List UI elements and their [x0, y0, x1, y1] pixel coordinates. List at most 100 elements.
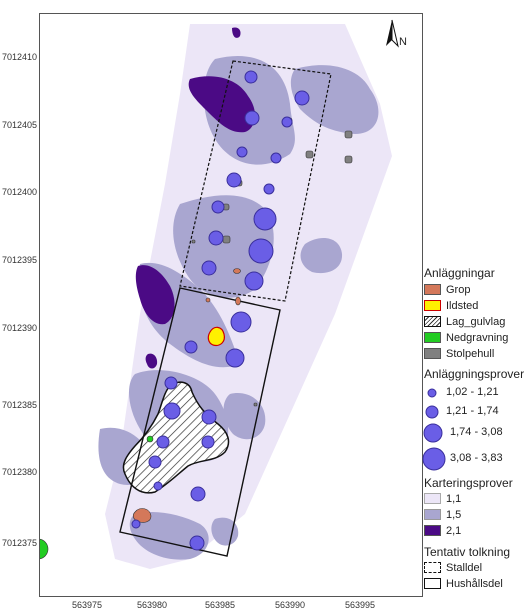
- legend-label: 1,5: [446, 509, 462, 521]
- kartering-zone: [211, 517, 239, 546]
- sample-circle: [263, 183, 275, 195]
- y-tick-label: 7012380: [2, 467, 38, 477]
- x-tick-label: 563990: [274, 600, 306, 610]
- stolpehull-swatch: [424, 348, 441, 359]
- x-tick-label: 563980: [136, 600, 168, 610]
- stolpehull-feature: [222, 235, 231, 244]
- legend-label: 3,08 - 3,83: [450, 452, 503, 464]
- kartering-zone: [135, 265, 175, 325]
- sample-circle: [201, 409, 217, 425]
- kartering-zone: [300, 238, 343, 274]
- legend-label: 1,02 - 1,21: [446, 386, 499, 398]
- stolpehull-feature: [253, 402, 258, 407]
- legend-title-anlaggningsprover: Anläggningsprover: [424, 367, 525, 381]
- y-tick-label: 7012375: [2, 538, 38, 548]
- nedgravning-feature: [40, 538, 49, 560]
- legend-label: Lag_gulvlag: [446, 316, 506, 328]
- grop-feature: [233, 268, 241, 274]
- map-frame[interactable]: N: [39, 13, 423, 597]
- legend-label: 2,1: [446, 525, 462, 537]
- y-tick-label: 7012400: [2, 187, 38, 197]
- hushallsdel-outline: [119, 287, 281, 557]
- hushallsdel-swatch: [424, 578, 441, 589]
- north-arrow-icon: [386, 19, 399, 48]
- sample-circle: [236, 146, 248, 158]
- stolpehull-feature: [344, 130, 353, 139]
- x-tick-label: 563995: [344, 600, 376, 610]
- sample-swatch: [425, 405, 439, 419]
- north-label: N: [399, 36, 407, 48]
- legend-label: Ildsted: [446, 300, 479, 312]
- sample-circle: [148, 455, 162, 469]
- sample-circle: [244, 110, 260, 126]
- y-tick-label: 7012410: [2, 52, 38, 62]
- y-tick-label: 7012390: [2, 323, 38, 333]
- legend-label: Grop: [446, 284, 471, 296]
- lag-gulvlag-swatch: [424, 316, 441, 327]
- kartering-high-zones: [135, 27, 256, 369]
- grop-feature: [235, 296, 241, 306]
- kartering-zone: [145, 353, 158, 369]
- sample-swatch: [422, 447, 446, 471]
- x-tick-label: 563985: [204, 600, 236, 610]
- sample-circle: [153, 481, 163, 491]
- ildsted-swatch: [424, 300, 441, 311]
- stolpehull-feature: [344, 155, 353, 164]
- sample-circle: [190, 486, 206, 502]
- sample-circle: [156, 435, 170, 449]
- y-tick-label: 7012395: [2, 255, 38, 265]
- sample-circle: [189, 535, 205, 551]
- kart-swatch: [424, 509, 441, 520]
- sample-circle: [226, 172, 242, 188]
- legend-label: Nedgravning: [446, 332, 509, 344]
- ildsted-feature: [207, 326, 225, 347]
- sample-circle: [131, 519, 141, 529]
- sample-circle: [244, 70, 258, 84]
- y-tick-label: 7012405: [2, 120, 38, 130]
- legend-label: Stolpehull: [446, 348, 495, 360]
- sample-circle: [208, 230, 224, 246]
- sample-circle: [281, 116, 293, 128]
- kartering-zone: [188, 76, 256, 133]
- kart-swatch: [424, 493, 441, 504]
- legend: Anläggningar Grop Ildsted Lag_gulvlag Ne…: [422, 266, 528, 596]
- grop-feature: [132, 508, 152, 523]
- kartering-zone: [232, 27, 241, 38]
- sample-circle: [201, 435, 215, 449]
- sample-circle: [164, 376, 178, 390]
- sample-circle: [248, 238, 274, 264]
- sample-swatch: [423, 423, 443, 443]
- stalldel-swatch: [424, 562, 441, 573]
- legend-title-karteringsprover: Karteringsprover: [424, 476, 513, 490]
- sample-circle: [163, 402, 181, 420]
- sample-swatch: [427, 388, 437, 398]
- legend-label: Hushållsdel: [446, 578, 503, 590]
- nedgravning-feature: [146, 435, 154, 443]
- sample-circle: [270, 152, 282, 164]
- sample-circle: [201, 260, 217, 276]
- kartering-zone: [290, 65, 379, 134]
- stolpehull-feature: [305, 150, 314, 159]
- legend-title-anlaggningar: Anläggningar: [424, 266, 495, 280]
- grop-feature: [205, 297, 211, 303]
- north-arrow: N: [376, 16, 416, 56]
- legend-label: 1,1: [446, 493, 462, 505]
- sample-circle: [184, 340, 198, 354]
- y-tick-label: 7012385: [2, 400, 38, 410]
- legend-title-tolkning: Tentativ tolkning: [424, 545, 511, 559]
- legend-label: 1,74 - 3,08: [450, 426, 503, 438]
- kart-swatch: [424, 525, 441, 536]
- map-canvas: [40, 24, 392, 569]
- sample-circle: [244, 271, 264, 291]
- sample-circle: [253, 207, 277, 231]
- sample-circle: [294, 90, 310, 106]
- nedgravning-swatch: [424, 332, 441, 343]
- legend-label: 1,21 - 1,74: [446, 405, 499, 417]
- sample-circle: [225, 348, 245, 368]
- sample-circle: [230, 311, 252, 333]
- kartering-zone: [173, 195, 274, 298]
- sample-circle: [211, 200, 225, 214]
- legend-label: Stalldel: [446, 562, 483, 574]
- stalldel-outline: [179, 60, 332, 302]
- stolpehull-feature: [191, 239, 196, 244]
